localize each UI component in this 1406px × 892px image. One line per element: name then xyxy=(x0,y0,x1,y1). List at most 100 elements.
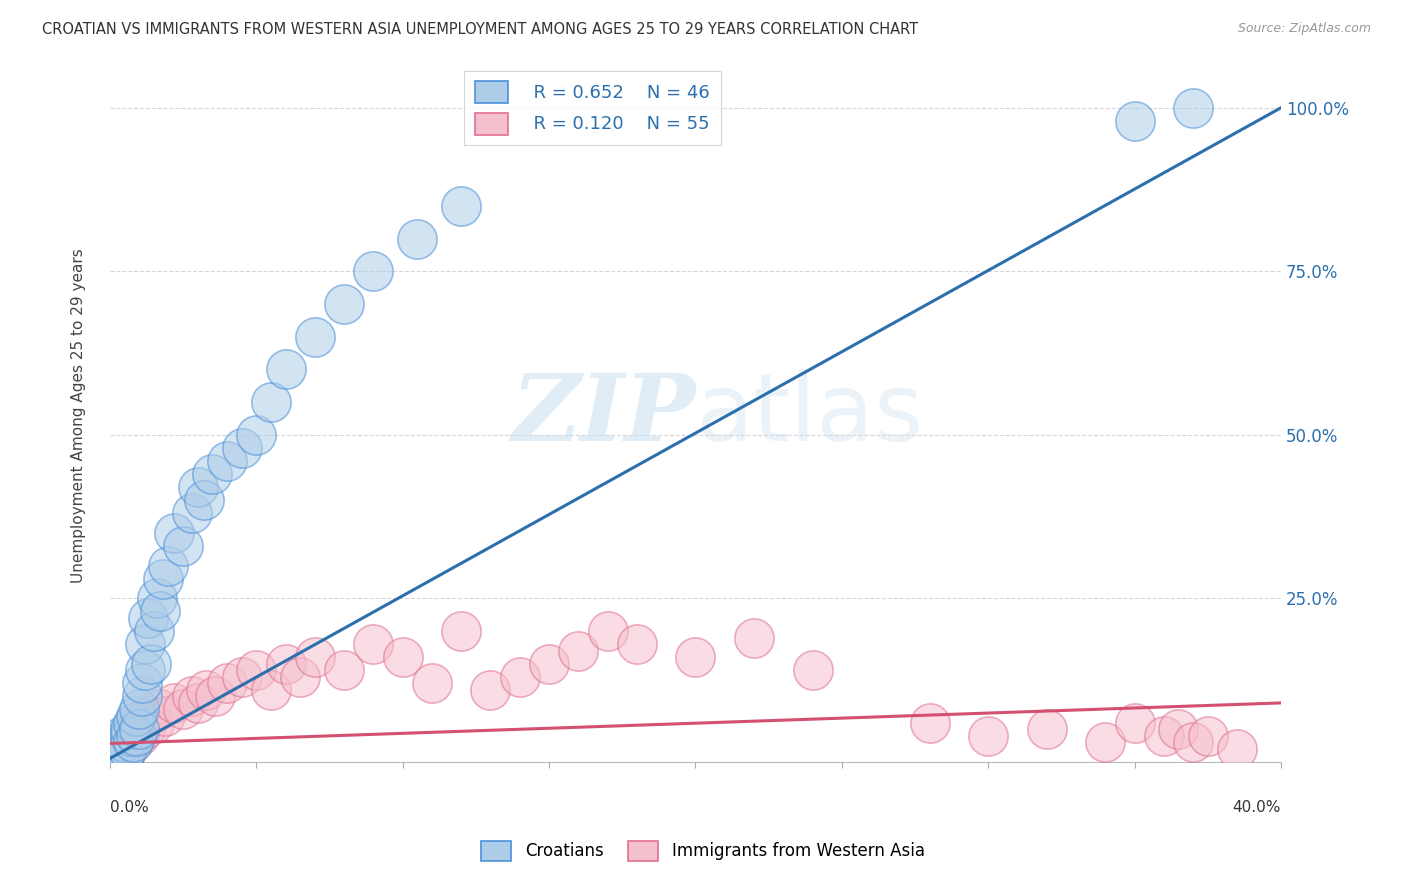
Point xyxy=(149,604,172,618)
Point xyxy=(801,663,824,677)
Point xyxy=(131,715,153,730)
Point xyxy=(128,722,150,736)
Point xyxy=(163,525,186,540)
Point xyxy=(114,735,136,749)
Point xyxy=(1094,735,1116,749)
Point xyxy=(107,735,129,749)
Point xyxy=(742,631,765,645)
Point xyxy=(391,650,413,665)
Point xyxy=(260,395,283,409)
Point xyxy=(363,637,385,651)
Point xyxy=(450,624,472,638)
Point xyxy=(163,696,186,710)
Point xyxy=(128,729,150,743)
Point xyxy=(685,650,707,665)
Point xyxy=(125,722,148,736)
Point xyxy=(180,506,202,520)
Y-axis label: Unemployment Among Ages 25 to 29 years: Unemployment Among Ages 25 to 29 years xyxy=(72,248,86,582)
Point xyxy=(101,748,124,763)
Legend: Croatians, Immigrants from Western Asia: Croatians, Immigrants from Western Asia xyxy=(475,834,931,868)
Point xyxy=(231,441,253,455)
Point xyxy=(596,624,619,638)
Point xyxy=(145,591,167,606)
Point xyxy=(152,572,174,586)
Point xyxy=(479,682,502,697)
Point xyxy=(215,676,238,690)
Point xyxy=(1182,101,1205,115)
Point xyxy=(406,231,429,245)
Point xyxy=(172,539,194,553)
Point xyxy=(288,670,311,684)
Point xyxy=(122,715,145,730)
Point xyxy=(117,741,139,756)
Point xyxy=(420,676,443,690)
Point xyxy=(136,709,159,723)
Point xyxy=(125,709,148,723)
Point xyxy=(245,663,267,677)
Point xyxy=(110,741,132,756)
Point xyxy=(215,454,238,468)
Point xyxy=(120,729,142,743)
Point xyxy=(125,729,148,743)
Point xyxy=(450,199,472,213)
Point xyxy=(333,663,356,677)
Point xyxy=(626,637,648,651)
Legend:   R = 0.652    N = 46,   R = 0.120    N = 55: R = 0.652 N = 46, R = 0.120 N = 55 xyxy=(464,70,721,145)
Text: CROATIAN VS IMMIGRANTS FROM WESTERN ASIA UNEMPLOYMENT AMONG AGES 25 TO 29 YEARS : CROATIAN VS IMMIGRANTS FROM WESTERN ASIA… xyxy=(42,22,918,37)
Point xyxy=(1167,722,1189,736)
Point xyxy=(139,657,162,671)
Point xyxy=(537,657,560,671)
Point xyxy=(114,735,136,749)
Point xyxy=(260,682,283,697)
Text: atlas: atlas xyxy=(696,369,924,461)
Point xyxy=(180,690,202,704)
Point xyxy=(131,676,153,690)
Point xyxy=(195,682,218,697)
Point xyxy=(128,702,150,716)
Point xyxy=(1123,715,1146,730)
Text: Source: ZipAtlas.com: Source: ZipAtlas.com xyxy=(1237,22,1371,36)
Point xyxy=(157,558,180,573)
Point xyxy=(107,748,129,763)
Point xyxy=(1035,722,1057,736)
Point xyxy=(1182,735,1205,749)
Point xyxy=(187,696,209,710)
Point xyxy=(107,748,129,763)
Point xyxy=(245,427,267,442)
Point xyxy=(977,729,1000,743)
Point xyxy=(120,729,142,743)
Point xyxy=(149,702,172,716)
Point xyxy=(304,329,326,343)
Point xyxy=(231,670,253,684)
Point xyxy=(120,722,142,736)
Point xyxy=(567,643,589,657)
Point xyxy=(1153,729,1175,743)
Text: ZIP: ZIP xyxy=(512,370,696,460)
Point xyxy=(333,297,356,311)
Text: 40.0%: 40.0% xyxy=(1233,800,1281,815)
Point xyxy=(107,735,129,749)
Point xyxy=(172,702,194,716)
Point xyxy=(363,264,385,278)
Point xyxy=(114,748,136,763)
Point xyxy=(104,741,127,756)
Point xyxy=(142,624,165,638)
Point xyxy=(204,690,226,704)
Point xyxy=(274,362,297,376)
Point xyxy=(110,729,132,743)
Point xyxy=(1123,113,1146,128)
Point xyxy=(122,735,145,749)
Point xyxy=(142,715,165,730)
Point xyxy=(274,657,297,671)
Point xyxy=(114,748,136,763)
Point xyxy=(134,637,156,651)
Point xyxy=(104,741,127,756)
Point xyxy=(134,722,156,736)
Point xyxy=(122,735,145,749)
Point xyxy=(155,709,177,723)
Point xyxy=(509,670,531,684)
Point xyxy=(131,690,153,704)
Point xyxy=(201,467,224,481)
Point xyxy=(134,663,156,677)
Text: 0.0%: 0.0% xyxy=(110,800,149,815)
